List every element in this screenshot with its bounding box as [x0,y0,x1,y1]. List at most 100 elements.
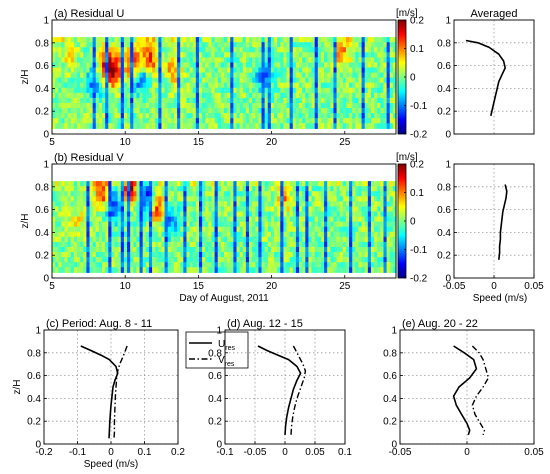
residual-u-cell-column [386,37,391,129]
averaged-ytick-label-5: 1 [445,16,451,27]
residual-u-cell-column [267,37,272,129]
residual-u-cell-column [211,37,216,129]
averaged-v-xtick-label-2: 0.05 [524,281,544,292]
residual-v-cell-column [164,181,169,273]
residual-u-xtick-label-3: 20 [266,137,278,148]
residual-v-cell-column [339,181,344,273]
averaged-frame [453,19,535,135]
residual-v-cell-column [208,181,213,273]
residual-v-cell-column [73,181,78,273]
residual-u-cell-column [95,37,100,129]
residual-v-axes: 5 10 15 20 25 0 0.2 0.4 0.6 0.8 1 (b) Residual V z/H… [20,152,397,304]
residual-v-cell-column [155,181,159,273]
residual-v-cell-column [252,181,256,273]
period-aug-8-11-xtick-label-4: 0.2 [171,447,185,458]
residual-u-cell-column [342,37,347,129]
residual-u-cell-column [280,37,285,129]
residual-v-cell-column [349,181,353,273]
residual-u-cell-column [299,37,303,129]
residual-u-colorbar-unit: [m/s] [396,8,418,19]
residual-v-cell-column [195,181,200,273]
residual-v-ytick-label-4: 0.8 [35,182,49,193]
averaged-title: Averaged [471,8,518,20]
residual-u-cell-column [361,37,366,129]
residual-u-cell-column [80,37,84,129]
residual-u-cell-column [220,37,225,129]
period-aug-20-22-title: (e) Aug. 20 - 22 [402,318,478,330]
residual-u-cell-column [136,37,141,129]
residual-v-colorbar-label-4: 0.2 [410,160,424,171]
residual-u-cell-column [173,37,178,129]
residual-u-cell-column [198,37,203,129]
period-aug-20-22-series [452,345,490,436]
residual-u-cell-column [52,37,56,129]
residual-v-colorbar-label-1: -0.1 [410,245,428,256]
residual-u-cell-column [261,37,266,129]
residual-u-cell-column [123,37,128,129]
residual-u-cell-column [330,37,335,129]
residual-u-cell-column [255,37,259,129]
residual-u-cell-column [308,37,313,129]
residual-v-xtick-label-2: 15 [193,281,205,292]
residual-v-cell-column [189,181,194,273]
residual-v-cell-column [258,181,263,273]
residual-v-cell-column [355,181,360,273]
residual-v-cell-column [280,181,285,273]
residual-u-cell-column [127,37,131,129]
residual-v-cell-column [305,181,310,273]
residual-v-ytick-label-1: 0.2 [35,251,49,262]
period-aug-8-11-ylabel: z/H [12,380,23,395]
residual-u-cell-column [189,37,194,129]
residual-v-ytick-label-0: 0 [43,274,49,285]
residual-u-ytick-label-0: 0 [43,130,49,141]
period-aug-12-15-series [257,345,307,435]
period-aug-8-11-xtick-label-2: 0 [108,447,114,458]
residual-v-cell-column [364,181,369,273]
residual-u-ylabel: z/H [20,70,31,85]
period-aug-8-11-series [80,345,128,439]
residual-u-cell-column [258,37,263,129]
residual-v-cell-column [211,181,216,273]
residual-v-ytick-label-5: 1 [43,160,49,171]
residual-u-cell-column [336,37,341,129]
residual-u-cell-column [195,37,200,129]
period-aug-8-11-series-line-1 [80,345,119,439]
residual-u-cell-column [142,37,147,129]
residual-v-cell-column [89,181,94,273]
residual-u-cell-column [158,37,163,129]
residual-v-cell-column [220,181,225,273]
residual-u-cell-column [224,37,228,129]
residual-v-xtick-label-4: 25 [339,281,351,292]
residual-u-cell-column [252,37,256,129]
residual-u-ytick-label-3: 0.6 [35,61,49,72]
period-aug-12-15-ytick-label-4: 0.8 [208,348,222,359]
residual-v-cell-column [230,181,234,273]
period-aug-8-11-title: (c) Period: Aug. 8 - 11 [46,318,152,330]
residual-u-cell-column [67,37,72,129]
residual-u-cell-column [302,37,306,129]
residual-u-cell-column [345,37,350,129]
residual-u-cell-column [270,37,275,129]
averaged-ytick-label-2: 0.4 [437,84,451,95]
residual-u-frame [51,19,397,135]
residual-u-cell-column [205,37,209,129]
residual-u-cell-column [108,37,113,129]
residual-u-cell-column [102,37,106,129]
period-aug-20-22-xtick-label-1: 0 [464,447,470,458]
residual-v-cell-column [302,181,306,273]
residual-v-cell-column [64,181,69,273]
residual-u-cell-column [55,37,59,129]
residual-v-cell-column [270,181,275,273]
residual-v-cell-column [283,181,288,273]
residual-u-ytick-label-1: 0.2 [35,107,49,118]
residual-v-cell-column [233,181,238,273]
residual-u-cell-column [148,37,153,129]
residual-v-cell-column [392,181,397,273]
residual-v-cell-column [192,181,197,273]
residual-v-cell-column [224,181,228,273]
period-aug-20-22-ytick-label-3: 0.6 [383,371,397,382]
residual-u-cell-column [324,37,328,129]
residual-v-xtick-label-0: 5 [49,281,55,292]
residual-v-cell-column [173,181,178,273]
period-aug-8-11-xtick-label-3: 0.1 [138,447,152,458]
